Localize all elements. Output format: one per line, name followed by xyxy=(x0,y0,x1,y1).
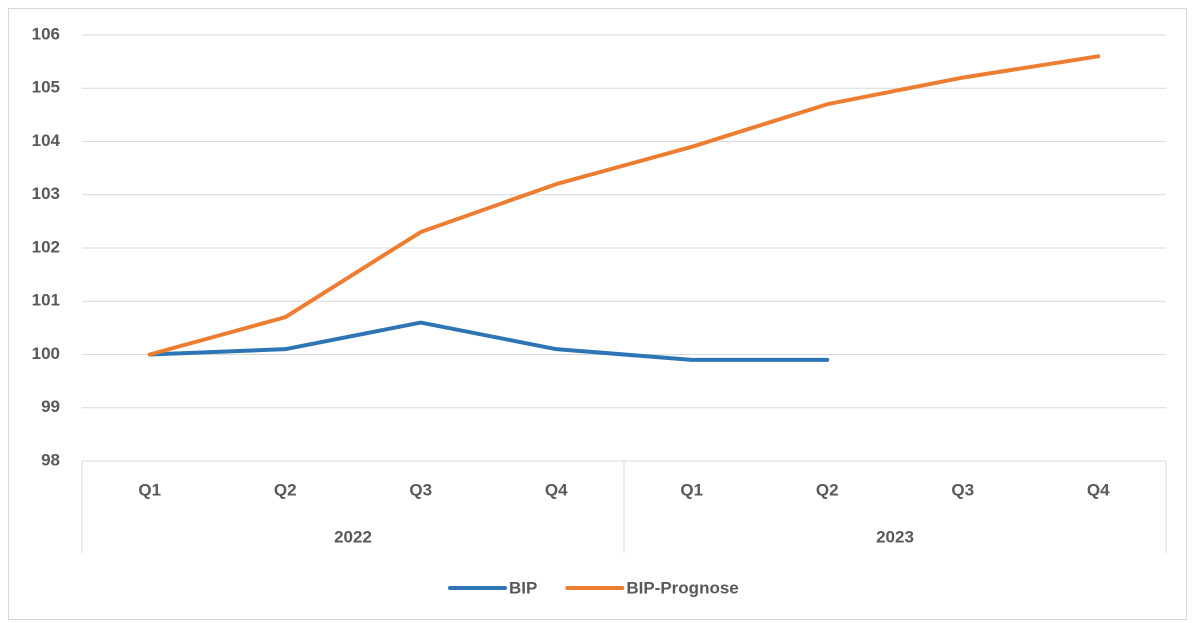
y-tick-label: 101 xyxy=(32,291,60,310)
y-tick-label: 105 xyxy=(32,78,60,97)
x-tick-label: Q1 xyxy=(680,480,703,499)
y-tick-label: 106 xyxy=(32,24,60,43)
y-tick-label: 99 xyxy=(41,397,60,416)
x-tick-label: Q1 xyxy=(138,480,161,499)
x-tick-label: Q2 xyxy=(274,480,297,499)
y-tick-label: 104 xyxy=(32,131,61,150)
y-tick-label: 98 xyxy=(41,450,60,469)
y-tick-label: 102 xyxy=(32,237,60,256)
group-label: 2022 xyxy=(334,527,372,546)
group-label: 2023 xyxy=(876,527,914,546)
x-tick-label: Q3 xyxy=(951,480,974,499)
x-tick-label: Q4 xyxy=(1087,480,1110,499)
y-tick-label: 103 xyxy=(32,184,60,203)
legend-label: BIP xyxy=(509,578,537,597)
x-tick-label: Q4 xyxy=(545,480,568,499)
x-tick-label: Q2 xyxy=(816,480,839,499)
legend-label: BIP-Prognose xyxy=(626,578,738,597)
y-tick-label: 100 xyxy=(32,344,60,363)
chart-border xyxy=(8,8,1187,620)
x-tick-label: Q3 xyxy=(409,480,432,499)
series-line xyxy=(147,54,1101,357)
series-line xyxy=(147,320,830,362)
